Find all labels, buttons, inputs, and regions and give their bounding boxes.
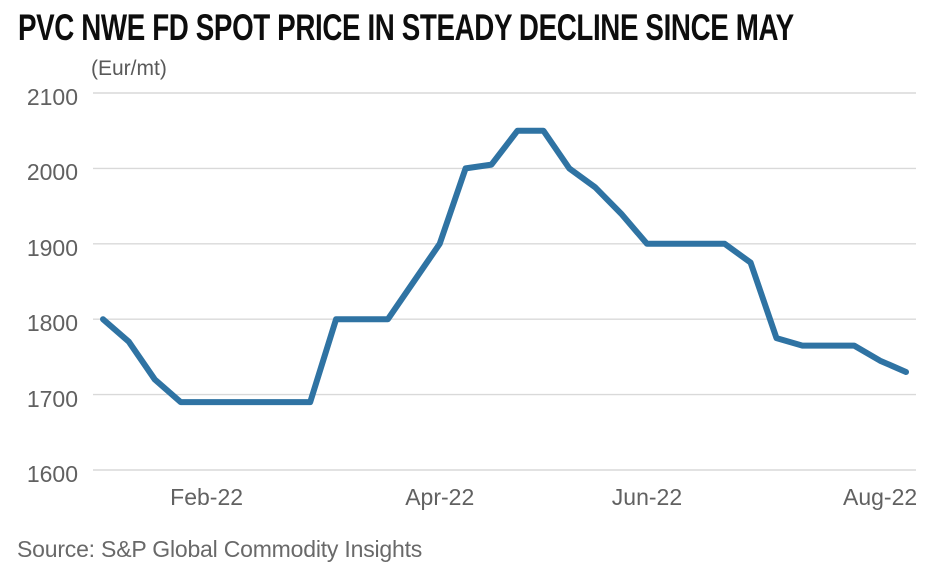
price-line xyxy=(100,127,909,406)
y-axis-unit-label: (Eur/mt) xyxy=(91,57,167,80)
chart-title: PVC NWE FD SPOT PRICE IN STEADY DECLINE … xyxy=(18,7,794,48)
source-attribution: Source: S&P Global Commodity Insights xyxy=(17,536,423,562)
